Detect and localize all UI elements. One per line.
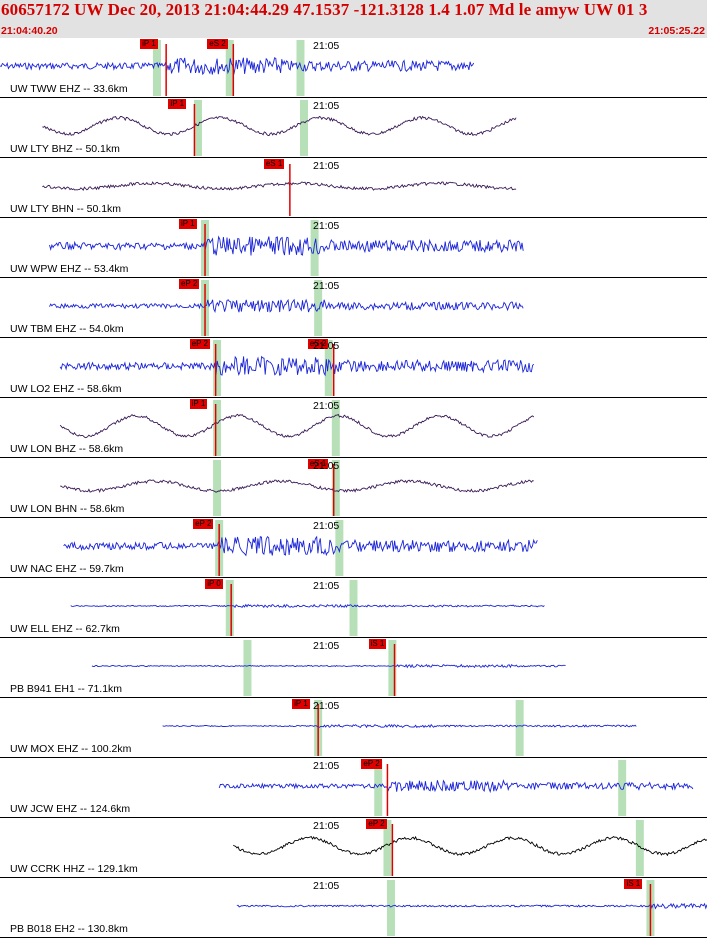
arrival-window: [635, 820, 644, 876]
arrival-window: [213, 460, 222, 516]
minute-tick-label: 21:05: [313, 400, 340, 412]
arrival-window: [243, 640, 252, 696]
arrival-window: [386, 880, 395, 936]
station-label: UW TBM EHZ -- 54.0km: [10, 323, 124, 335]
station-label: UW WPW EHZ -- 53.4km: [10, 263, 129, 275]
waveform-trace: [59, 355, 535, 377]
minute-tick-label: 21:05: [313, 520, 340, 532]
arrival-window: [314, 280, 323, 336]
waveform-trace: [91, 663, 566, 669]
station-label: UW NAC EHZ -- 59.7km: [10, 563, 124, 575]
minute-tick-label: 21:05: [313, 100, 340, 112]
arrival-window: [213, 340, 222, 396]
pick-flag[interactable]: eS 1: [307, 459, 329, 469]
minute-tick-label: 21:05: [313, 280, 340, 292]
waveform-trace: [63, 535, 538, 557]
station-label: UW JCW EHZ -- 124.6km: [10, 803, 131, 815]
event-header: 60657172 UW Dec 20, 2013 21:04:44.29 47.…: [0, 0, 707, 38]
seismogram-traces: [0, 40, 707, 938]
arrival-window: [349, 580, 358, 636]
station-label: PB B941 EH1 -- 71.1km: [10, 683, 123, 695]
pick-flag[interactable]: iP 1: [179, 219, 197, 229]
station-label: UW MOX EHZ -- 100.2km: [10, 743, 132, 755]
station-label: PB B018 EH2 -- 130.8km: [10, 923, 128, 935]
minute-tick-label: 21:05: [313, 580, 340, 592]
pick-flag[interactable]: eS 2: [307, 339, 329, 349]
pick-flag[interactable]: eP 2: [193, 519, 214, 529]
pick-flag[interactable]: eS 2: [207, 39, 228, 49]
minute-tick-label: 21:05: [313, 700, 340, 712]
pick-flag[interactable]: iP 1: [189, 399, 208, 409]
pick-flag[interactable]: iP 1: [140, 39, 158, 49]
arrival-window: [213, 400, 222, 456]
pick-flag[interactable]: iP 1: [292, 699, 310, 709]
station-label: UW LON BHZ -- 58.6km: [10, 443, 124, 455]
minute-tick-label: 21:05: [313, 160, 340, 172]
station-label: UW TWW EHZ -- 33.6km: [10, 83, 128, 95]
waveform-trace: [49, 298, 524, 314]
pick-flag[interactable]: iP 1: [168, 99, 187, 109]
station-label: UW LON BHN -- 58.6km: [10, 503, 125, 515]
waveform-trace: [70, 603, 545, 609]
arrival-window: [296, 40, 305, 96]
waveform-trace: [233, 835, 707, 857]
pick-flag[interactable]: iS 1: [624, 879, 643, 889]
station-label: UW LO2 EHZ -- 58.6km: [10, 383, 122, 395]
pick-flag[interactable]: eP 2: [179, 279, 200, 289]
arrival-window: [618, 760, 627, 816]
arrival-window: [300, 100, 309, 156]
minute-tick-label: 21:05: [313, 340, 340, 352]
minute-tick-label: 21:05: [313, 760, 340, 772]
minute-tick-label: 21:05: [313, 640, 340, 652]
pick-flag[interactable]: eP 2: [189, 339, 210, 349]
arrival-window: [335, 520, 344, 576]
minute-tick-label: 21:05: [313, 820, 340, 832]
waveform-trace: [162, 723, 637, 729]
end-time-label: 21:05:25.22: [648, 25, 705, 37]
arrival-window: [331, 400, 340, 456]
arrival-window: [388, 640, 397, 696]
waveform-trace: [60, 479, 534, 494]
arrival-window: [225, 40, 234, 96]
arrival-window: [374, 760, 383, 816]
event-title: 60657172 UW Dec 20, 2013 21:04:44.29 47.…: [1, 0, 648, 19]
arrival-window: [331, 460, 340, 516]
waveform-trace: [42, 115, 517, 136]
seismogram-panels: iP 1 eS 2 UW TWW EHZ -- 33.6km 21:05 iP 1 UW …: [0, 38, 707, 938]
waveform-trace: [0, 57, 475, 76]
station-label: UW CCRK HHZ -- 129.1km: [10, 863, 138, 875]
minute-tick-label: 21:05: [313, 880, 340, 892]
minute-tick-label: 21:05: [313, 40, 340, 52]
arrival-window: [225, 580, 234, 636]
waveform-trace: [59, 413, 535, 439]
pick-flag[interactable]: eS 1: [263, 159, 285, 169]
arrival-window: [152, 40, 161, 96]
arrival-window: [383, 820, 392, 876]
pick-flag[interactable]: eP 2: [361, 759, 382, 769]
waveform-trace: [42, 181, 517, 191]
pick-flag[interactable]: eP 2: [366, 819, 387, 829]
waveform-trace: [236, 902, 707, 910]
pick-flag[interactable]: iP 0: [205, 579, 223, 589]
pick-flag[interactable]: iS 1: [368, 639, 387, 649]
arrival-window: [324, 340, 333, 396]
minute-tick-label: 21:05: [313, 460, 340, 472]
station-label: UW LTY BHZ -- 50.1km: [10, 143, 120, 155]
waveform-trace: [49, 235, 524, 256]
station-label: UW LTY BHN -- 50.1km: [10, 203, 122, 215]
start-time-label: 21:04:40.20: [1, 25, 58, 37]
arrival-window: [193, 100, 202, 156]
waveform-trace: [218, 779, 694, 794]
minute-tick-label: 21:05: [313, 220, 340, 232]
station-label: UW ELL EHZ -- 62.7km: [10, 623, 120, 635]
arrival-window: [515, 700, 524, 756]
arrival-window: [310, 220, 319, 276]
